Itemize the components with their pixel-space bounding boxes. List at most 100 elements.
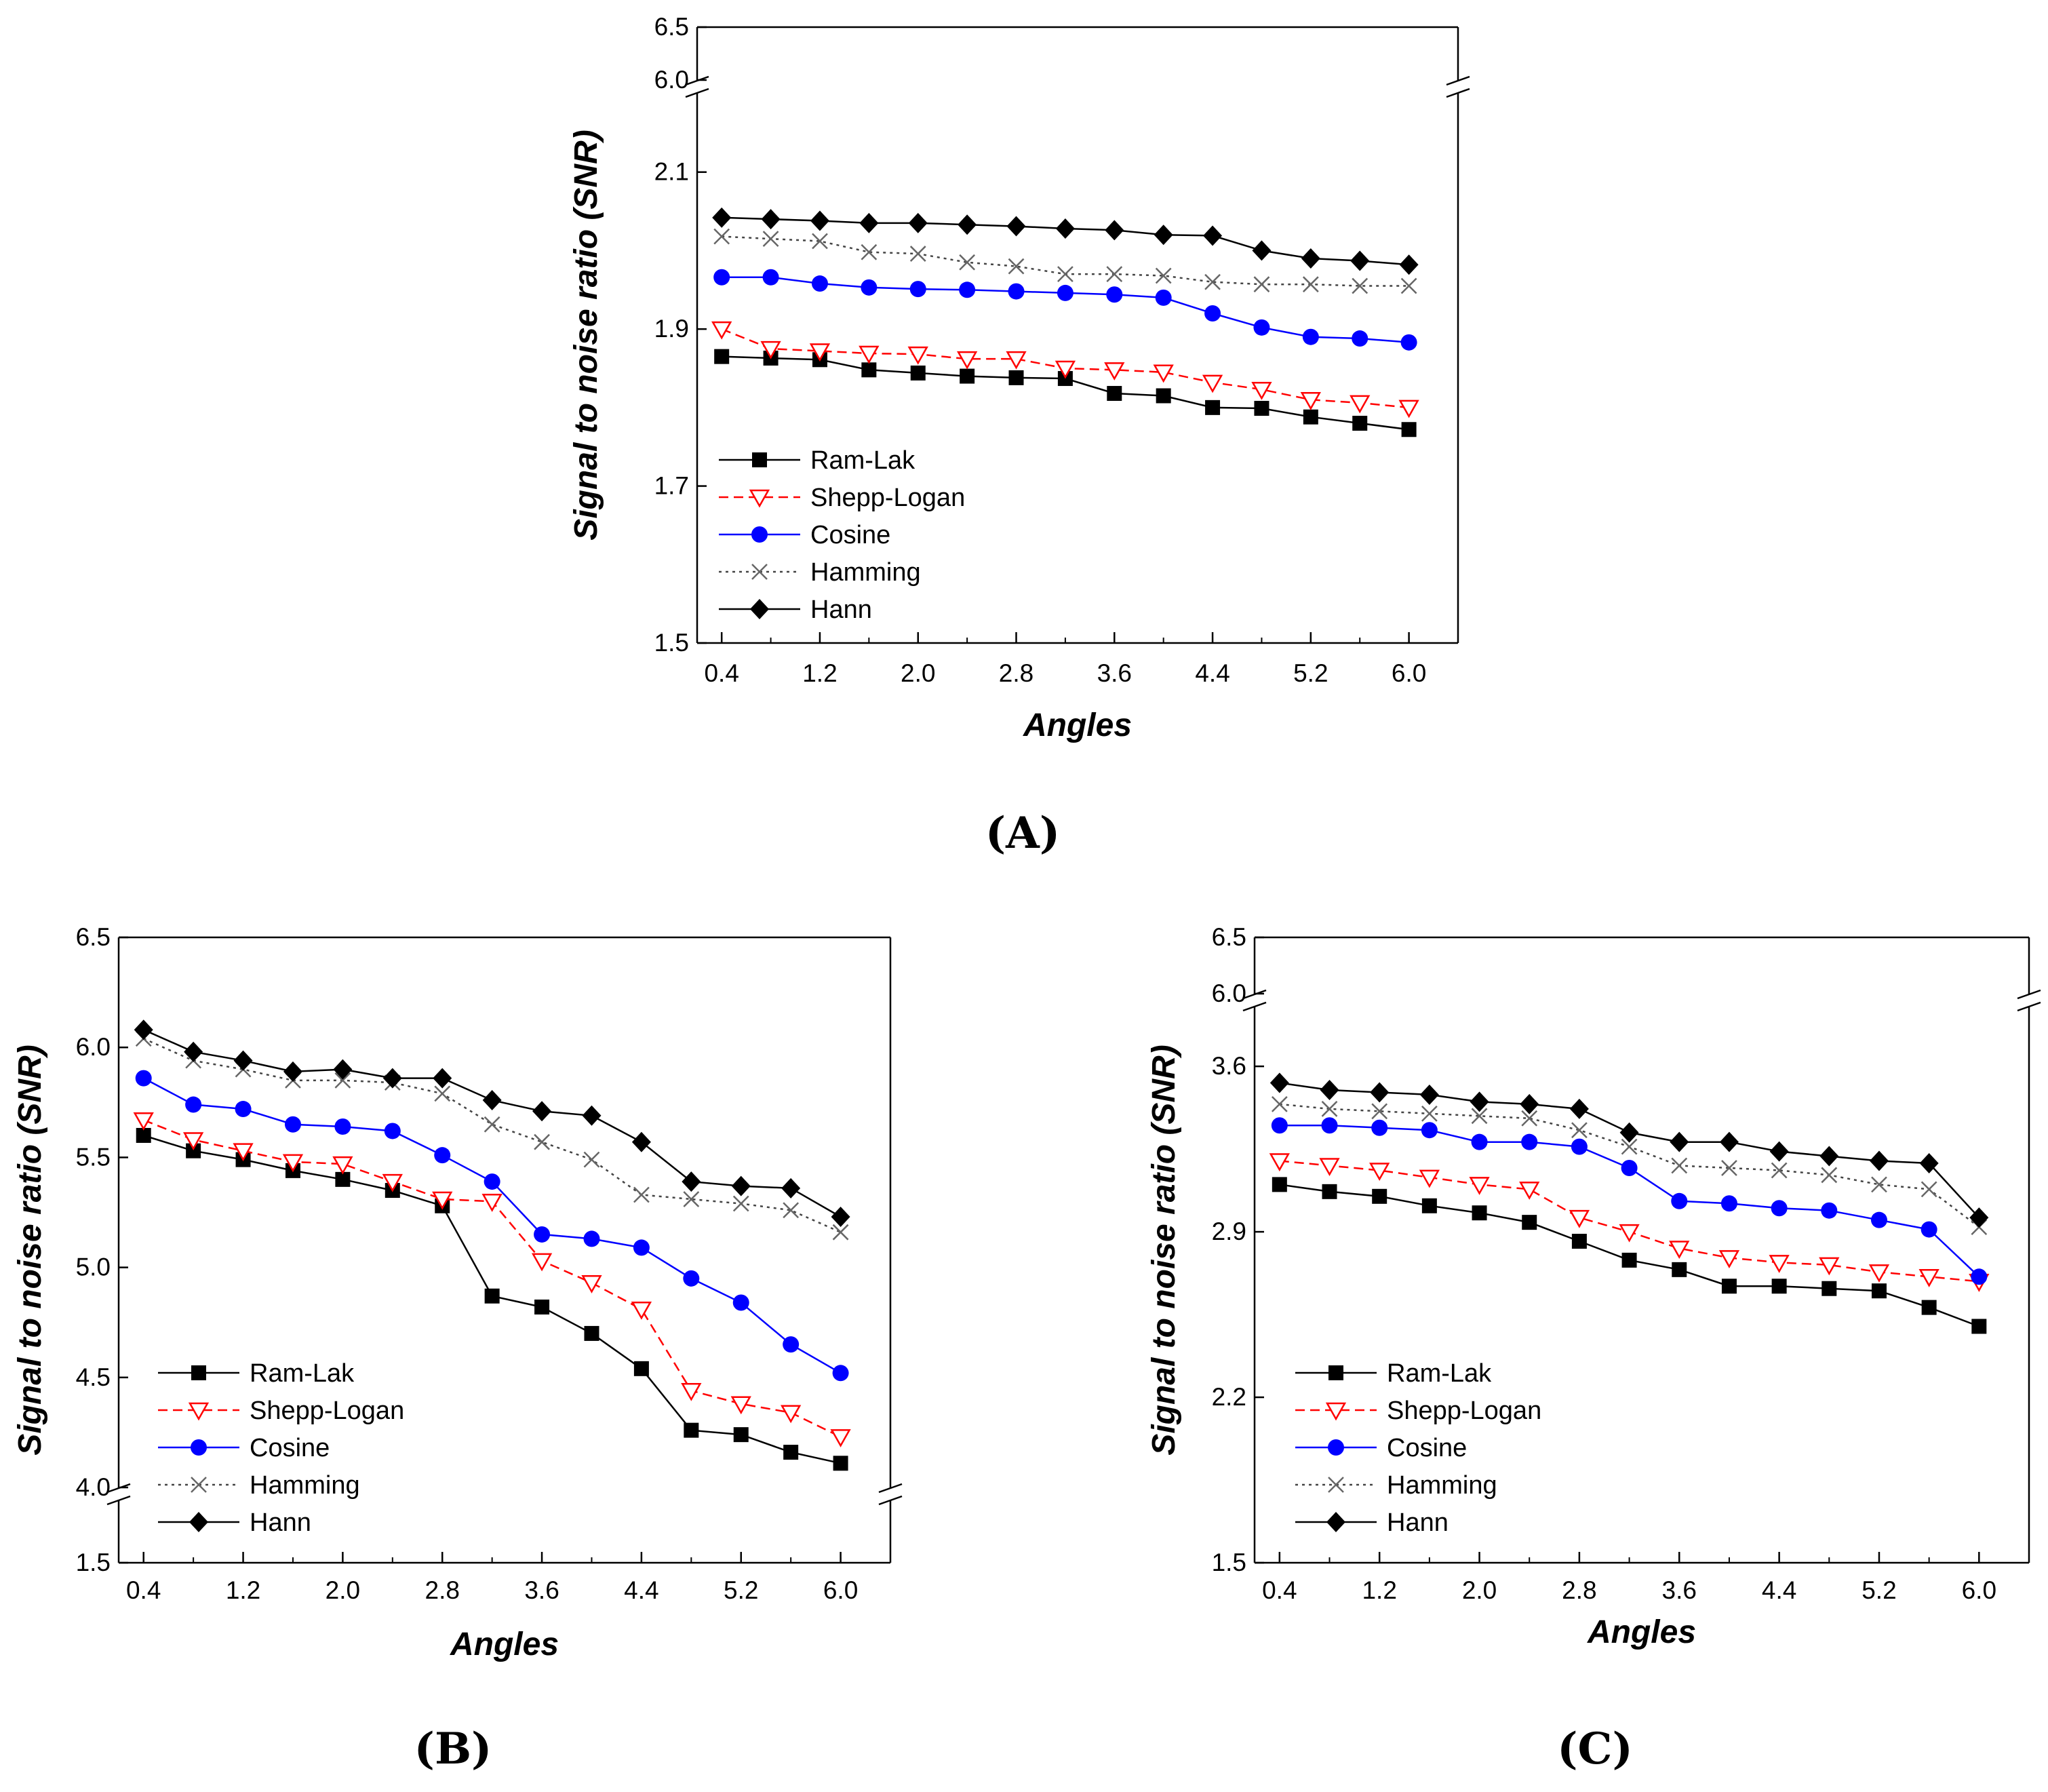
data-point-ram-lak [1303,409,1318,425]
marker-x-stroke [1008,258,1025,275]
legend-marker-ram-lak [191,1365,206,1380]
data-point-hamming [1921,1181,1937,1198]
panel-label-c: (C) [1557,1723,1633,1774]
marker-x-stroke [191,1477,207,1493]
legend-label-hamming: Hamming [1387,1471,1497,1500]
data-point-hamming [1571,1122,1588,1139]
series-hann [1269,1072,1989,1228]
data-point-hann [1320,1079,1339,1100]
x-tick-label: 2.0 [326,1576,360,1604]
data-point-ram-lak [1971,1319,1987,1334]
legend-marker-ram-lak [752,452,767,467]
data-point-ram-lak [733,1427,749,1443]
data-point-cosine [1400,334,1417,351]
data-point-hamming [1352,277,1368,294]
data-point-ram-lak [1272,1177,1287,1192]
data-point-ram-lak [335,1171,351,1187]
legend-label-hann: Hann [250,1508,311,1537]
series-hann [712,207,1419,275]
x-axis-title: Angles [1023,707,1132,743]
marker-x-stroke [1421,1105,1438,1122]
data-point-shepp-logan [830,1429,851,1447]
x-tick-label: 5.2 [724,1576,758,1604]
x-tick-label: 0.4 [704,659,739,687]
x-tick-label: 4.4 [1195,659,1229,687]
data-point-ram-lak [783,1445,799,1460]
axis-break-mark [1446,75,1470,86]
data-point-ram-lak [684,1422,699,1438]
x-axis-title: Angles [450,1627,559,1662]
marker-x-stroke [1302,276,1319,293]
data-point-ram-lak [1372,1188,1387,1204]
y-tick-label: 3.6 [1212,1052,1246,1080]
data-point-hamming [713,228,730,245]
data-point-ram-lak [861,362,877,378]
marker-x-stroke [1571,1122,1588,1139]
y-axis-title: Signal to noise ratio (SNR) [568,130,604,540]
data-point-cosine [1521,1133,1538,1150]
data-point-cosine [1421,1122,1438,1139]
data-point-hamming [1871,1176,1887,1193]
legend-label-cosine: Cosine [1387,1434,1467,1462]
marker-x-stroke [1271,1096,1288,1112]
data-point-cosine [1571,1138,1588,1155]
data-point-hann [1869,1150,1889,1171]
legend: Ram-Lak Shepp-Logan Cosine Hamming Hann [1295,1359,1541,1537]
marker-x-stroke [812,233,828,250]
marker-x-stroke [832,1224,849,1241]
data-point-cosine [1921,1221,1937,1238]
data-point-hamming [1621,1138,1638,1155]
marker-x-stroke [434,1085,451,1102]
marker-x-stroke [713,228,730,245]
y-tick-label: 4.5 [76,1363,111,1391]
data-point-hann [712,207,732,228]
data-point-shepp-logan [730,1396,751,1415]
y-tick-label: 6.0 [654,66,689,94]
data-point-hamming [909,246,926,262]
data-point-hann [1301,248,1320,269]
data-point-shepp-logan [1350,395,1371,414]
data-point-hamming [1008,258,1025,275]
data-point-ram-lak [534,1299,550,1314]
data-point-hamming [783,1202,800,1219]
data-point-shepp-logan [956,351,978,370]
data-point-hamming [334,1072,351,1089]
series-cosine [135,1070,849,1382]
data-point-hamming [434,1085,451,1102]
data-point-hann [134,1019,153,1040]
data-point-hann [859,212,879,233]
data-point-shepp-logan [1819,1257,1840,1276]
data-point-hamming [484,1116,500,1133]
data-point-cosine [583,1230,600,1247]
data-point-cosine [135,1070,152,1087]
panel-b-chart: 1.5 4.0 4.5 5.0 5.5 6.0 6.5 0.4 1.2 2.0 2.8 3.6 4.4 5… [12,923,903,1662]
marker-x-stroke [1921,1181,1937,1198]
data-point-ram-lak [960,368,975,384]
data-point-hamming [861,244,878,260]
data-point-hann [731,1175,751,1196]
data-point-shepp-logan [1769,1255,1790,1273]
data-point-shepp-logan [282,1154,304,1173]
data-point-cosine [1971,1268,1988,1285]
data-point-hann [333,1059,353,1080]
data-point-cosine [832,1365,849,1382]
data-point-hamming [1204,273,1221,290]
series-shepp-logan [711,321,1419,418]
x-tick-label: 0.4 [1262,1576,1297,1604]
data-point-shepp-logan [1055,360,1076,379]
data-point-ram-lak [1254,401,1269,416]
series-ram-lak [1272,1177,1987,1334]
marker-x-stroke [1253,276,1270,293]
data-point-ram-lak [1322,1184,1337,1199]
data-point-hann [1399,254,1419,275]
data-point-hann [1203,225,1223,246]
data-point-cosine [1352,330,1368,347]
data-point-cosine [1720,1195,1737,1212]
data-point-cosine [1155,289,1172,306]
data-point-shepp-logan [133,1112,154,1131]
data-point-hamming [633,1186,650,1203]
data-point-ram-lak [1672,1262,1687,1277]
data-point-shepp-logan [1569,1209,1590,1228]
data-point-hann [1769,1141,1789,1162]
